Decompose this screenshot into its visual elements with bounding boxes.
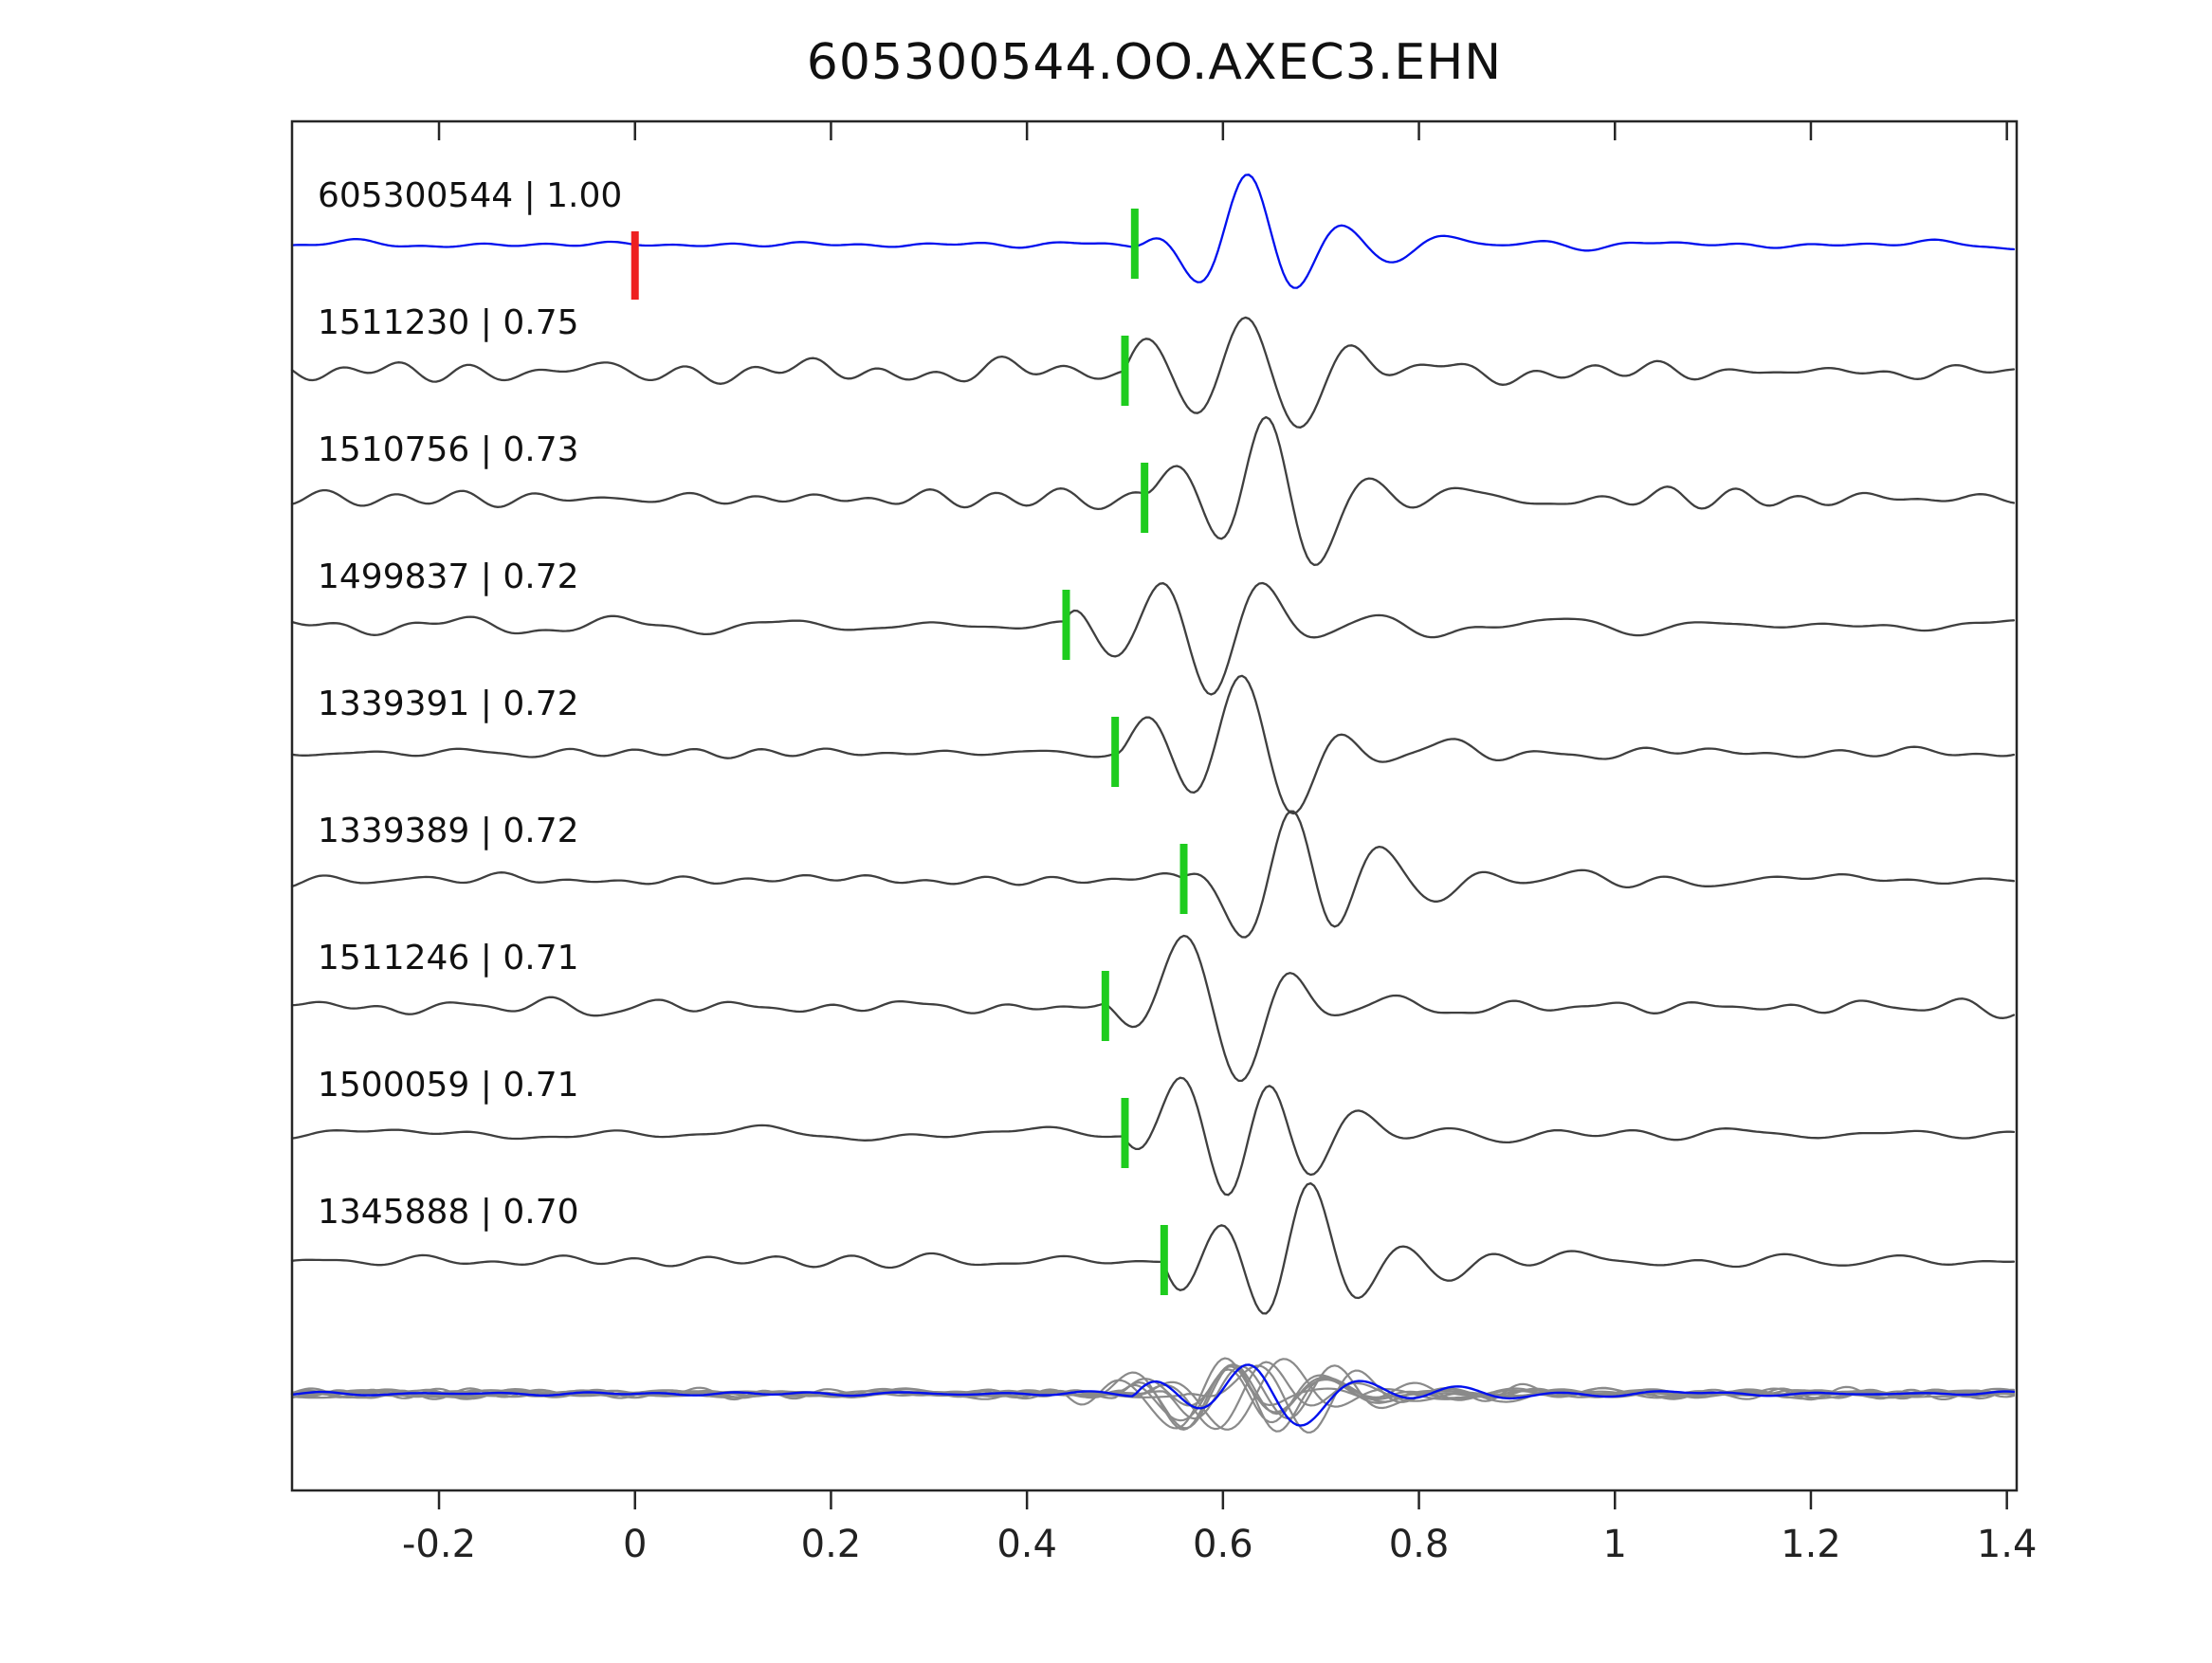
detection-trace <box>290 1076 2016 1197</box>
x-tick-label: 0.6 <box>1193 1523 1253 1566</box>
pick-marker <box>1121 336 1129 406</box>
detection-trace <box>290 810 2016 939</box>
overlay-template-trace <box>290 1363 2016 1427</box>
detection-trace <box>290 674 2016 815</box>
trace-label: 1345888 | 0.70 <box>318 1193 579 1232</box>
trace-label: 1339391 | 0.72 <box>318 685 579 723</box>
x-tick-label: 1.2 <box>1781 1523 1841 1566</box>
trace-label: 1511230 | 0.75 <box>318 303 579 342</box>
trace-label: 1511246 | 0.71 <box>318 939 579 978</box>
detection-trace <box>290 934 2016 1083</box>
detection-trace <box>290 316 2016 429</box>
pick-marker <box>1101 971 1109 1041</box>
detection-trace <box>290 1181 2016 1315</box>
pick-marker <box>1141 463 1149 533</box>
trace-label: 1499837 | 0.72 <box>318 557 579 596</box>
template-trace <box>290 174 2016 289</box>
x-tick-label: 1.4 <box>1977 1523 2038 1566</box>
pick-marker <box>1160 1225 1168 1295</box>
trace-label: 1339389 | 0.72 <box>318 812 579 850</box>
trace-label: 1500059 | 0.71 <box>318 1066 579 1105</box>
x-tick-label: 0.4 <box>996 1523 1057 1566</box>
pick-marker <box>1111 717 1120 787</box>
x-tick-label: 0.2 <box>801 1523 862 1566</box>
zero-time-marker <box>631 231 639 300</box>
pick-marker <box>1121 1098 1129 1168</box>
x-tick-label: 0 <box>623 1523 647 1566</box>
pick-marker <box>1130 209 1139 279</box>
detection-trace <box>290 581 2016 696</box>
x-tick-label: 0.8 <box>1389 1523 1450 1566</box>
x-tick-label: 1 <box>1603 1523 1627 1566</box>
trace-label: 1510756 | 0.73 <box>318 430 579 469</box>
x-tick-label: -0.2 <box>402 1523 476 1566</box>
figure-title: 605300544.OO.AXEC3.EHN <box>806 34 1503 91</box>
pick-marker <box>1179 844 1188 914</box>
detection-trace <box>290 415 2016 566</box>
plot-border <box>290 119 2019 1492</box>
overlay-trace <box>290 1368 2015 1424</box>
trace-label: 605300544 | 1.00 <box>318 176 622 215</box>
pick-marker <box>1062 590 1070 660</box>
